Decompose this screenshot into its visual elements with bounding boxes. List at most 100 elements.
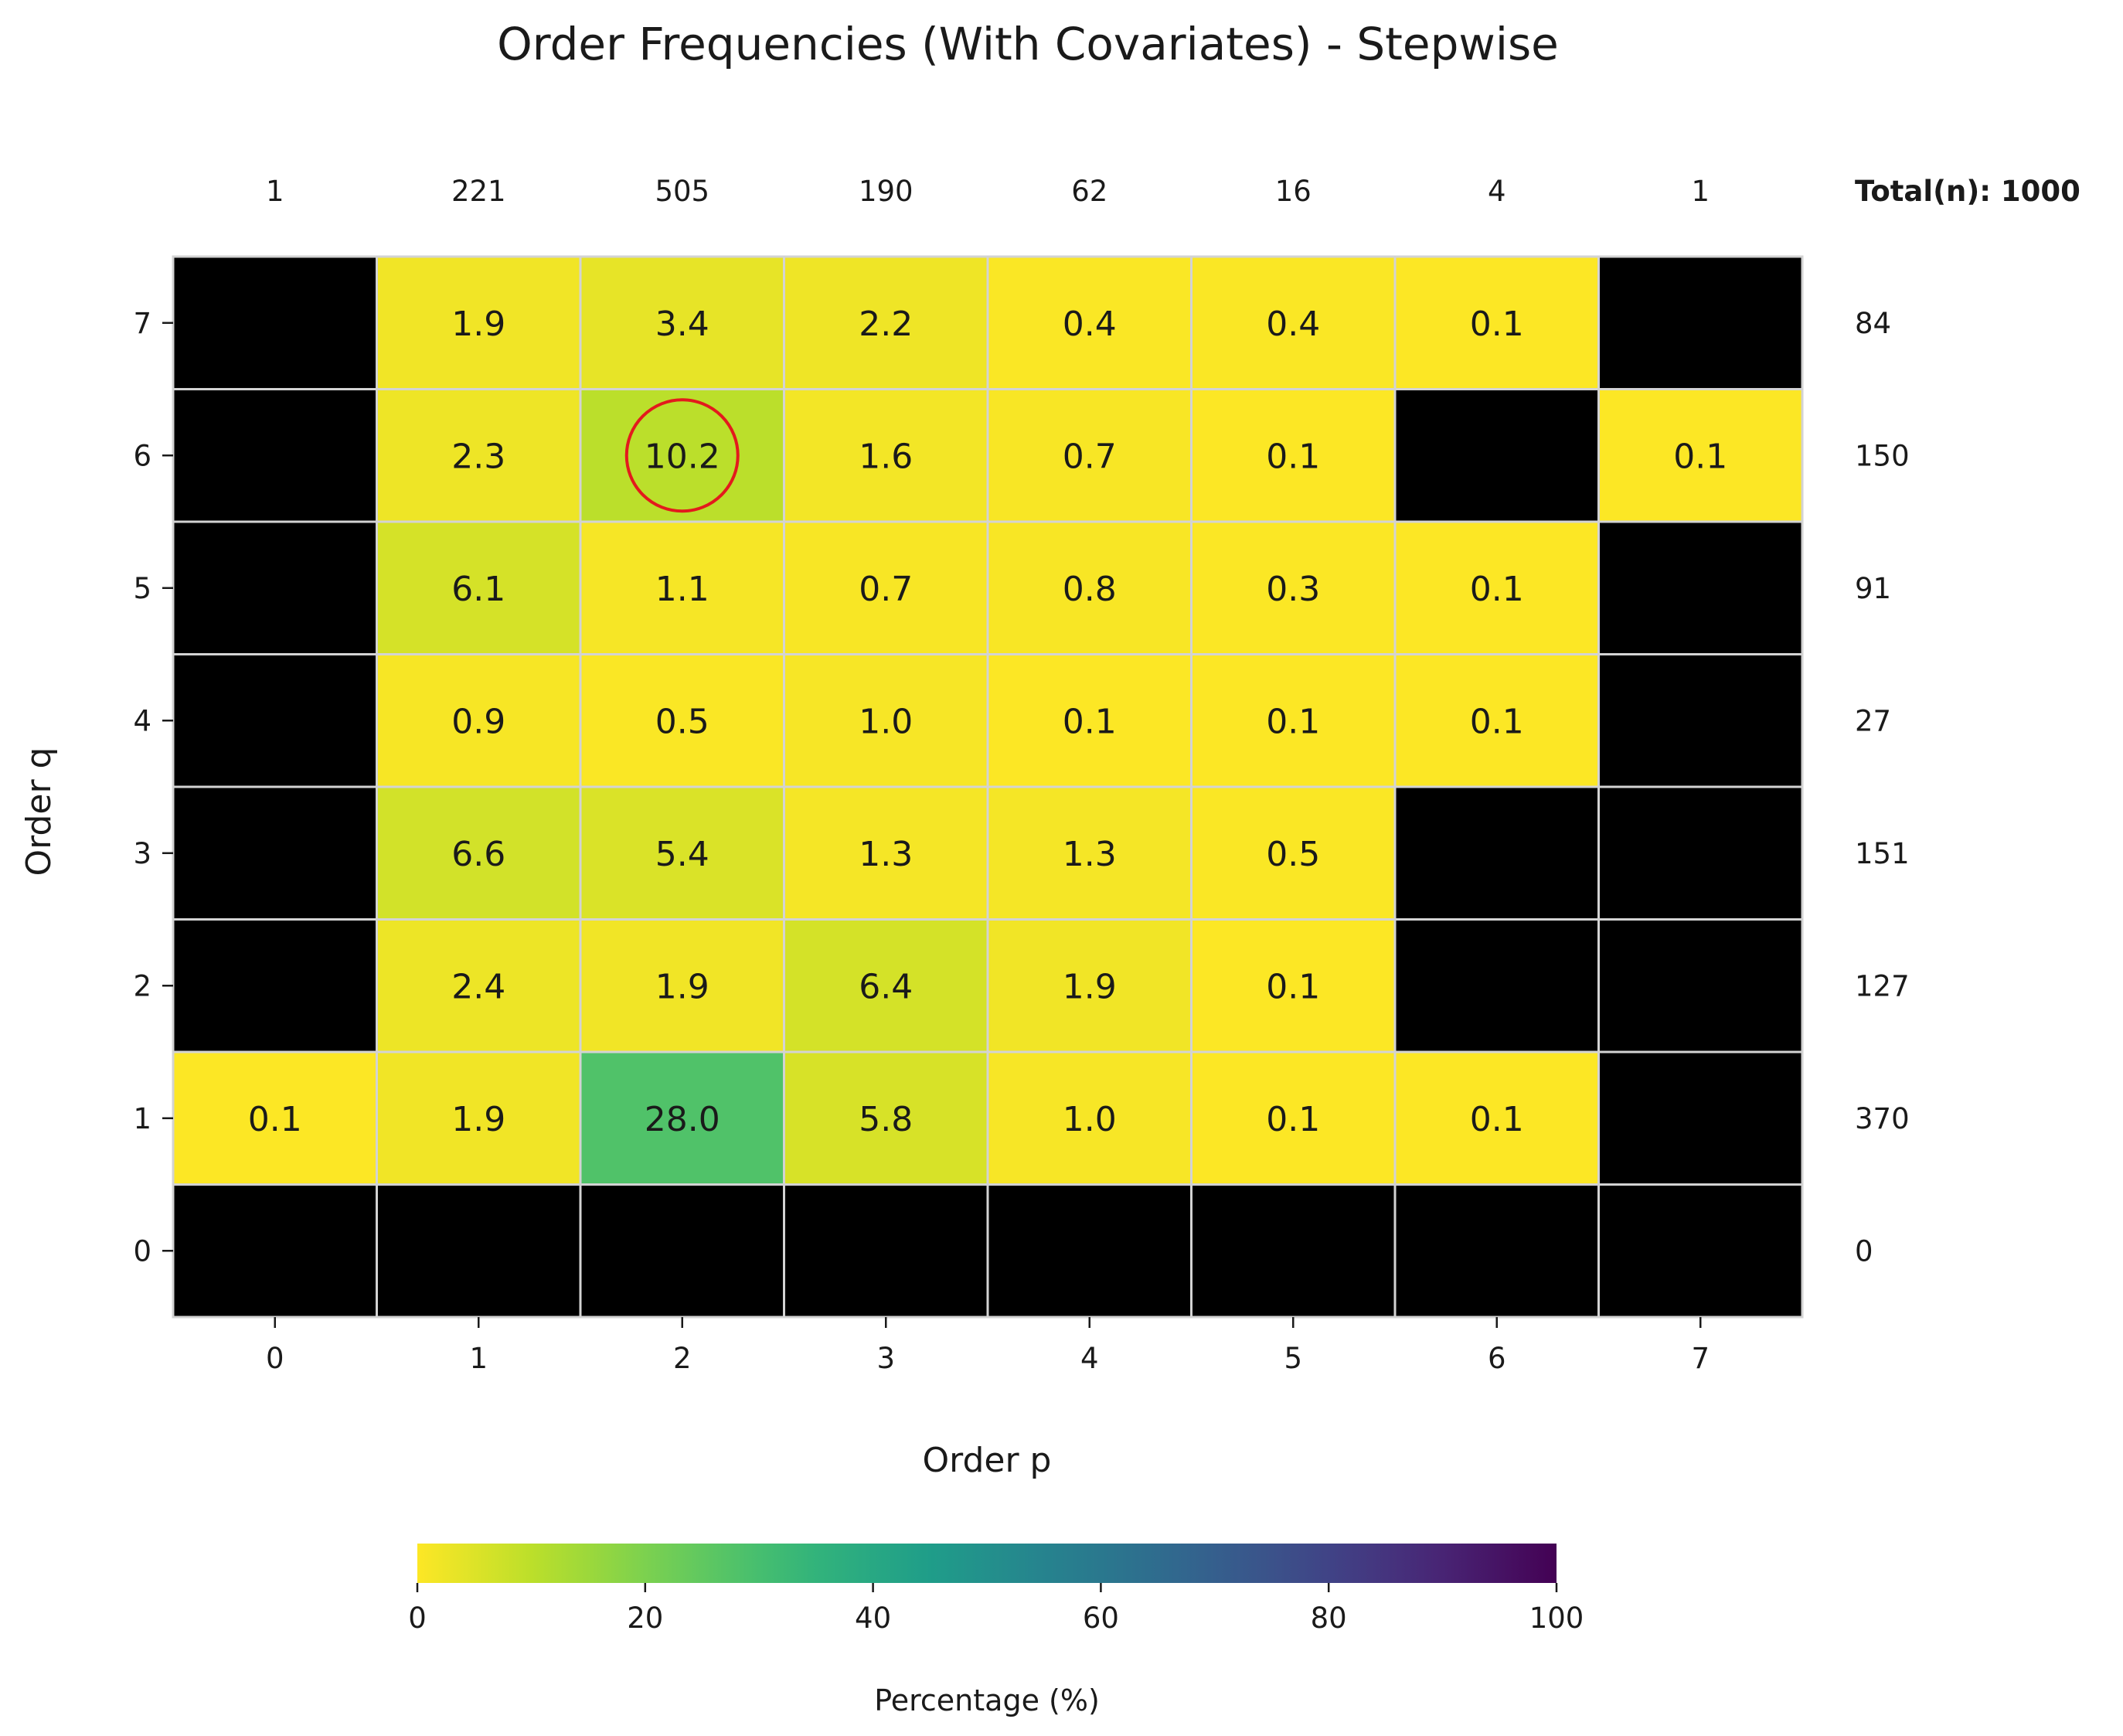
heatmap-cell bbox=[1393, 918, 1600, 1054]
cell-value-label: 0.4 bbox=[1266, 305, 1320, 344]
colorbar-tick-label: 0 bbox=[408, 1602, 427, 1635]
cell-value-label: 6.1 bbox=[451, 570, 505, 609]
cell-value-label: 0.3 bbox=[1266, 570, 1320, 609]
heatmap-cell bbox=[172, 388, 378, 523]
column-total: 190 bbox=[859, 175, 914, 208]
heatmap-cell bbox=[1597, 653, 1804, 788]
x-axis-label: Order p bbox=[923, 1441, 1052, 1480]
cell-value-label: 0.7 bbox=[859, 570, 913, 609]
colorbar-tick-label: 100 bbox=[1529, 1602, 1584, 1635]
column-total: 1 bbox=[266, 175, 284, 208]
cell-value-label: 0.1 bbox=[1266, 1100, 1320, 1139]
x-tick-label: 3 bbox=[876, 1342, 895, 1375]
heatmap-cell bbox=[783, 1050, 989, 1186]
colorbar-tick-label: 80 bbox=[1311, 1602, 1347, 1635]
row-total: 150 bbox=[1855, 439, 1910, 472]
y-tick-label: 3 bbox=[133, 837, 151, 870]
cell-value-label: 1.1 bbox=[655, 570, 709, 609]
x-tick-label: 0 bbox=[266, 1342, 284, 1375]
y-tick-label: 5 bbox=[133, 572, 151, 605]
y-tick-label: 7 bbox=[133, 307, 151, 340]
heatmap-cell bbox=[172, 1183, 378, 1319]
x-tick-label: 1 bbox=[469, 1342, 488, 1375]
cell-value-label: 5.8 bbox=[859, 1100, 913, 1139]
highlight-marker bbox=[624, 398, 740, 513]
column-total: 221 bbox=[451, 175, 506, 208]
cell-value-label: 0.1 bbox=[1470, 1100, 1524, 1139]
heatmap-cell bbox=[986, 1050, 1192, 1186]
column-totals: 1 221 505 190 62 16 4 1 bbox=[266, 175, 1710, 208]
cell-value-label: 10.2 bbox=[645, 437, 720, 476]
cell-value-label: 0.1 bbox=[248, 1100, 302, 1139]
heatmap-cell bbox=[579, 1050, 785, 1186]
colorbar-ticks: 0 20 40 60 80 100 bbox=[408, 1583, 1584, 1635]
heatmap-cells bbox=[172, 255, 1804, 1319]
y-tick-label: 2 bbox=[133, 969, 151, 1002]
heatmap-cell bbox=[783, 785, 989, 921]
row-total: 370 bbox=[1855, 1102, 1910, 1135]
heatmap-cell bbox=[579, 653, 785, 788]
cell-value-label: 1.9 bbox=[451, 1100, 505, 1139]
cell-value-label: 0.5 bbox=[655, 702, 709, 741]
x-tick-label: 6 bbox=[1488, 1342, 1506, 1375]
highlight-ring bbox=[624, 398, 740, 513]
cell-value-label: 2.4 bbox=[451, 967, 505, 1006]
chart-title: Order Frequencies (With Covariates) - St… bbox=[497, 18, 1559, 70]
x-axis: 0 1 2 3 4 5 6 7 bbox=[266, 1317, 1710, 1375]
heatmap-cell bbox=[376, 785, 582, 921]
cell-value-label: 1.6 bbox=[859, 437, 913, 476]
colorbar-tick-label: 20 bbox=[627, 1602, 663, 1635]
heatmap-cell bbox=[783, 1183, 989, 1319]
row-totals: 84 150 91 27 151 127 370 0 bbox=[1855, 307, 1910, 1268]
heatmap-cell bbox=[986, 1183, 1192, 1319]
heatmap-cell bbox=[986, 785, 1192, 921]
cell-value-label: 3.4 bbox=[655, 305, 709, 344]
cell-value-label: 0.7 bbox=[1063, 437, 1117, 476]
colorbar-label: Percentage (%) bbox=[874, 1683, 1100, 1717]
heatmap-cell bbox=[1190, 1183, 1397, 1319]
cell-value-label: 1.3 bbox=[1063, 835, 1117, 874]
cell-value-label: 0.4 bbox=[1063, 305, 1117, 344]
heatmap-cell bbox=[1597, 918, 1804, 1054]
heatmap-cell bbox=[1597, 1050, 1804, 1186]
cell-value-label: 1.9 bbox=[451, 305, 505, 344]
total-count-label: Total(n): 1000 bbox=[1855, 175, 2080, 208]
heatmap-cell bbox=[986, 255, 1192, 390]
heatmap-cell bbox=[1190, 1050, 1397, 1186]
cell-value-label: 0.8 bbox=[1063, 570, 1117, 609]
y-axis: 7 6 5 4 3 2 1 0 bbox=[133, 307, 173, 1268]
heatmap-cell bbox=[579, 388, 785, 523]
heatmap-cell bbox=[986, 520, 1192, 655]
row-total: 151 bbox=[1855, 837, 1910, 870]
heatmap-cell bbox=[376, 653, 582, 788]
x-tick-label: 4 bbox=[1080, 1342, 1099, 1375]
cell-value-label: 0.1 bbox=[1470, 702, 1524, 741]
heatmap-cell bbox=[1190, 785, 1397, 921]
cell-value-label: 1.9 bbox=[1063, 967, 1117, 1006]
heatmap-cell bbox=[1190, 520, 1397, 655]
cell-value-label: 0.1 bbox=[1266, 437, 1320, 476]
colorbar-tick-label: 60 bbox=[1083, 1602, 1119, 1635]
heatmap-cell bbox=[1393, 255, 1600, 390]
cell-value-label: 1.9 bbox=[655, 967, 709, 1006]
heatmap-cell bbox=[376, 1183, 582, 1319]
cell-value-label: 0.1 bbox=[1266, 967, 1320, 1006]
cell-value-label: 0.1 bbox=[1266, 702, 1320, 741]
x-tick-label: 5 bbox=[1284, 1342, 1302, 1375]
heatmap-cell bbox=[986, 388, 1192, 523]
heatmap-cell bbox=[172, 785, 378, 921]
heatmap-cell bbox=[1393, 1183, 1600, 1319]
heatmap-cell bbox=[1597, 255, 1804, 390]
heatmap-value-labels: 1.9 3.4 2.2 0.4 0.4 0.1 2.3 10.2 1.6 0.7 0.1 0.1 6.1… bbox=[248, 305, 1727, 1139]
cell-value-label: 1.0 bbox=[859, 702, 913, 741]
column-total: 1 bbox=[1691, 175, 1710, 208]
heatmap-cell bbox=[579, 918, 785, 1054]
column-total: 16 bbox=[1275, 175, 1312, 208]
colorbar-tick-label: 40 bbox=[855, 1602, 891, 1635]
y-tick-label: 1 bbox=[133, 1102, 151, 1135]
heatmap-cell bbox=[1597, 388, 1804, 523]
column-total: 505 bbox=[655, 175, 709, 208]
cell-value-label: 28.0 bbox=[645, 1100, 720, 1139]
row-total: 84 bbox=[1855, 307, 1891, 340]
